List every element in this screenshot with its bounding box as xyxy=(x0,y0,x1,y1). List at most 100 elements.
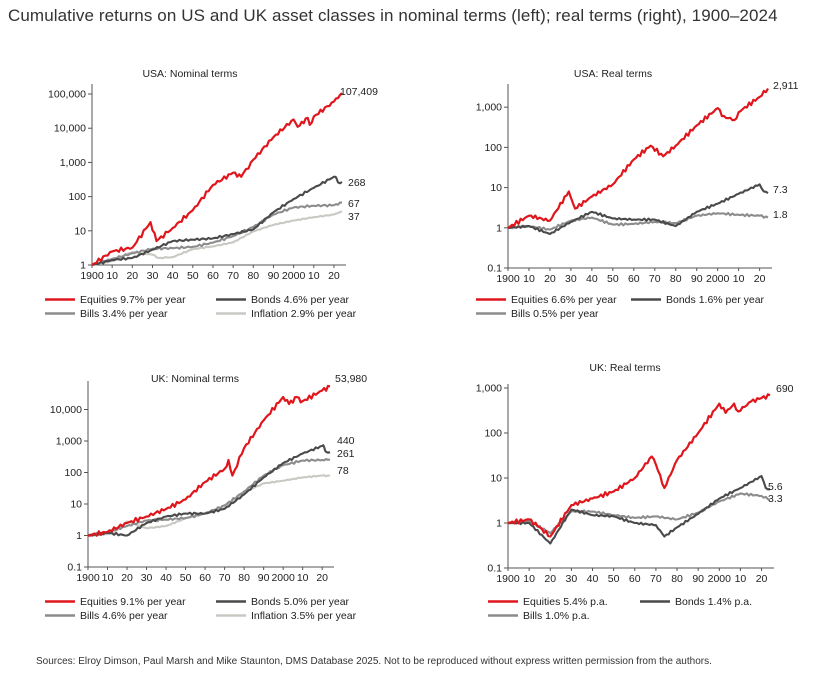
y-tick-label: 10 xyxy=(490,473,502,485)
x-tick-label: 10 xyxy=(735,573,747,585)
y-tick-label: 1,000 xyxy=(56,436,82,448)
x-tick-label: 2000 xyxy=(282,270,306,282)
y-tick-label: 100,000 xyxy=(48,89,86,101)
y-tick-label: 100 xyxy=(64,467,82,479)
chart-legend: Equities 6.6% per year Bonds 1.6% per yea… xyxy=(476,294,765,320)
legend-label-bills: Bills 4.6% per year xyxy=(80,610,168,622)
legend-label-inflation: Inflation 3.5% per year xyxy=(251,610,357,622)
x-tick-label: 40 xyxy=(586,273,598,285)
end-value-label: 690 xyxy=(776,383,794,395)
chart-legend: Equities 9.7% per year Bonds 4.6% per yea… xyxy=(45,294,357,320)
legend-label-equities: Equities 5.4% p.a. xyxy=(523,596,608,608)
legend-label-bonds: Bonds 5.0% per year xyxy=(251,596,350,608)
y-tick-label: 10 xyxy=(74,225,86,237)
x-tick-label: 70 xyxy=(219,572,231,584)
x-tick-label: 20 xyxy=(756,573,768,585)
y-tick-label: 1 xyxy=(76,530,82,542)
series-line-bonds xyxy=(87,444,331,537)
x-tick-label: 20 xyxy=(544,573,556,585)
page-title: Cumulative returns on US and UK asset cl… xyxy=(8,6,778,25)
y-tick-label: 1 xyxy=(496,222,502,234)
series-line-equities xyxy=(87,384,331,537)
x-tick-label: 2000 xyxy=(706,273,730,285)
end-value-label: 67 xyxy=(348,198,360,210)
x-tick-label: 20 xyxy=(121,572,133,584)
end-value-label: 261 xyxy=(337,448,355,460)
chart-legend: Equities 5.4% p.a. Bonds 1.4% p.a. Bills 1… xyxy=(488,596,752,622)
x-tick-label: 10 xyxy=(308,270,320,282)
legend-label-bills: Bills 1.0% p.a. xyxy=(523,610,590,622)
x-tick-label: 60 xyxy=(628,273,640,285)
legend-label-bills: Bills 0.5% per year xyxy=(511,308,599,320)
end-value-label: 53,980 xyxy=(335,373,367,385)
end-value-label: 268 xyxy=(348,177,366,189)
end-value-label: 440 xyxy=(337,435,355,447)
series-line-bonds xyxy=(507,183,769,236)
x-tick-label: 10 xyxy=(523,573,535,585)
x-tick-label: 50 xyxy=(607,273,619,285)
legend-label-bonds: Bonds 1.6% per year xyxy=(666,294,765,306)
x-tick-label: 1900 xyxy=(496,273,520,285)
y-tick-label: 10 xyxy=(490,182,502,194)
y-tick-label: 100 xyxy=(484,428,502,440)
x-tick-label: 60 xyxy=(207,270,219,282)
x-tick-label: 80 xyxy=(238,572,250,584)
y-tick-label: 10 xyxy=(70,499,82,511)
chart-title: UK: Real terms xyxy=(589,362,660,374)
chart-title: USA: Real terms xyxy=(574,68,652,80)
x-tick-label: 10 xyxy=(733,273,745,285)
x-tick-label: 50 xyxy=(187,270,199,282)
end-value-label: 107,409 xyxy=(340,86,378,98)
series-line-bills xyxy=(91,201,343,267)
y-tick-label: 1 xyxy=(80,260,86,272)
x-tick-label: 20 xyxy=(316,572,328,584)
x-tick-label: 40 xyxy=(160,572,172,584)
legend-label-bonds: Bonds 1.4% p.a. xyxy=(675,596,752,608)
legend-label-equities: Equities 6.6% per year xyxy=(511,294,617,306)
x-tick-label: 2000 xyxy=(271,572,295,584)
x-tick-label: 80 xyxy=(671,573,683,585)
x-tick-label: 30 xyxy=(566,573,578,585)
x-tick-label: 2000 xyxy=(708,573,732,585)
legend-label-equities: Equities 9.7% per year xyxy=(80,294,186,306)
x-tick-label: 10 xyxy=(106,270,118,282)
y-tick-label: 0.1 xyxy=(487,563,502,575)
x-tick-label: 70 xyxy=(650,573,662,585)
x-tick-label: 20 xyxy=(328,270,340,282)
y-tick-label: 10,000 xyxy=(50,404,82,416)
legend-label-bonds: Bonds 4.6% per year xyxy=(251,294,350,306)
x-tick-label: 30 xyxy=(147,270,159,282)
chart-panel-0: USA: Nominal terms 1 10 100 1,000 10,000 100,0… xyxy=(45,68,378,320)
chart-panel-2: UK: Nominal terms 0.1 1 10 100 1,000 10,000 190… xyxy=(45,373,367,622)
series-line-bills xyxy=(507,211,769,231)
x-tick-label: 90 xyxy=(692,573,704,585)
x-tick-label: 1900 xyxy=(76,572,100,584)
chart-title: UK: Nominal terms xyxy=(151,373,239,385)
x-tick-label: 90 xyxy=(258,572,270,584)
x-tick-label: 50 xyxy=(608,573,620,585)
end-value-label: 5.6 xyxy=(768,481,783,493)
x-tick-label: 80 xyxy=(670,273,682,285)
legend-label-inflation: Inflation 2.9% per year xyxy=(251,308,357,320)
end-value-label: 3.3 xyxy=(768,493,783,505)
end-value-label: 7.3 xyxy=(773,184,788,196)
y-tick-label: 1,000 xyxy=(476,383,502,395)
x-tick-label: 90 xyxy=(268,270,280,282)
x-tick-label: 20 xyxy=(754,273,766,285)
x-tick-label: 30 xyxy=(565,273,577,285)
x-tick-label: 60 xyxy=(629,573,641,585)
y-tick-label: 1,000 xyxy=(476,102,502,114)
x-tick-label: 80 xyxy=(247,270,259,282)
y-tick-label: 1,000 xyxy=(60,157,86,169)
legend-label-equities: Equities 9.1% per year xyxy=(80,596,186,608)
x-tick-label: 40 xyxy=(167,270,179,282)
x-tick-label: 50 xyxy=(180,572,192,584)
series-line-equities xyxy=(91,92,343,266)
x-tick-label: 10 xyxy=(102,572,114,584)
y-tick-label: 0.1 xyxy=(67,562,82,574)
y-tick-label: 0.1 xyxy=(487,263,502,275)
end-value-label: 2,911 xyxy=(773,80,799,92)
x-tick-label: 20 xyxy=(126,270,138,282)
